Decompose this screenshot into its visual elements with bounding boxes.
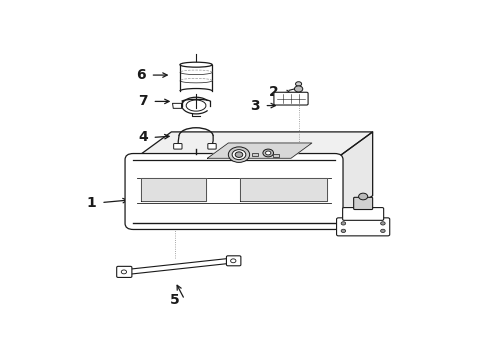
Text: 2: 2: [269, 85, 279, 99]
FancyBboxPatch shape: [354, 197, 373, 210]
Text: 1: 1: [87, 195, 97, 210]
Circle shape: [121, 270, 126, 274]
Polygon shape: [180, 65, 212, 91]
Bar: [273, 154, 279, 157]
Circle shape: [341, 222, 345, 225]
Circle shape: [263, 149, 273, 157]
Text: 7: 7: [138, 94, 147, 108]
Ellipse shape: [180, 62, 212, 67]
Circle shape: [266, 151, 271, 155]
Polygon shape: [207, 143, 312, 158]
Circle shape: [381, 229, 385, 233]
FancyBboxPatch shape: [274, 92, 308, 105]
Polygon shape: [133, 132, 372, 159]
Circle shape: [341, 229, 345, 233]
FancyBboxPatch shape: [337, 218, 390, 236]
FancyBboxPatch shape: [117, 266, 132, 278]
Bar: [252, 153, 258, 156]
Polygon shape: [127, 258, 231, 274]
Circle shape: [294, 86, 303, 92]
Circle shape: [359, 193, 368, 200]
Circle shape: [228, 147, 249, 162]
FancyBboxPatch shape: [208, 144, 216, 149]
Text: 3: 3: [250, 99, 260, 113]
Circle shape: [295, 82, 302, 86]
Text: 4: 4: [138, 130, 148, 144]
Circle shape: [231, 259, 236, 263]
FancyBboxPatch shape: [173, 144, 182, 149]
Polygon shape: [172, 103, 182, 108]
Polygon shape: [335, 132, 372, 223]
FancyBboxPatch shape: [343, 208, 384, 220]
Circle shape: [235, 152, 243, 157]
Circle shape: [232, 150, 246, 159]
Polygon shape: [240, 177, 327, 201]
Text: 5: 5: [171, 293, 180, 307]
Text: 8: 8: [317, 215, 326, 229]
Circle shape: [381, 222, 385, 225]
Polygon shape: [141, 177, 206, 201]
FancyBboxPatch shape: [125, 153, 343, 229]
Text: 6: 6: [136, 68, 146, 82]
FancyBboxPatch shape: [226, 256, 241, 266]
